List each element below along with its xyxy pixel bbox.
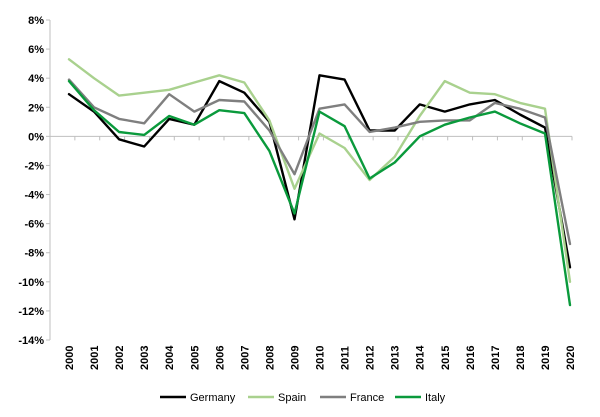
x-tick-label: 2016 [465,346,477,370]
y-tick-label: 6% [28,44,44,56]
plot-area: -14% -12% -10% -8% -6% -4% -2% 0% 2% 4% 6% 8% 2000 20… [18,15,577,370]
y-tick-label: -12% [18,306,44,318]
x-tick-label: 2003 [139,346,151,370]
x-tick-label: 2017 [490,346,502,370]
x-tick-label: 2001 [89,346,101,370]
x-tick-label: 2007 [239,346,251,370]
y-tick-label: 8% [28,15,44,27]
series-line-italy [67,79,572,307]
y-tick-label: -4% [24,190,44,202]
x-tick-label: 2008 [264,346,276,370]
y-tick-label: -6% [24,219,44,231]
x-tick-label: 2014 [415,345,427,370]
legend-label-italy: Italy [425,392,446,404]
series-line-france [67,78,572,246]
x-tick-label: 2011 [340,346,352,370]
x-tick-label: 2006 [214,346,226,370]
x-tick-label: 2013 [390,346,402,370]
x-tick-label: 2018 [515,346,527,370]
legend-label-spain: Spain [278,392,306,404]
x-tick-label: 2009 [289,346,301,370]
x-tick-label: 2000 [64,346,76,370]
legend-label-france: France [350,392,384,404]
series-line-germany [67,74,572,269]
y-tick-label: -14% [18,335,44,347]
x-tick-label: 2005 [189,346,201,370]
x-tick-label: 2020 [565,346,577,370]
series-line-spain [67,58,572,283]
y-tick-label: 0% [28,131,44,143]
x-tick-label: 2004 [164,345,176,370]
x-tick-label: 2019 [540,346,552,370]
x-tick-label: 2012 [365,346,377,370]
legend: Germany Spain France Italy [160,392,446,404]
x-tick-label: 2015 [440,346,452,370]
y-tick-label: -10% [18,277,44,289]
x-tick-label: 2002 [114,346,126,370]
y-tick-label: 4% [28,73,44,85]
y-tick-label: -8% [24,248,44,260]
y-tick-label: 2% [28,102,44,114]
y-tick-label: -2% [24,160,44,172]
legend-label-germany: Germany [190,392,236,404]
x-tick-label: 2010 [315,346,327,370]
